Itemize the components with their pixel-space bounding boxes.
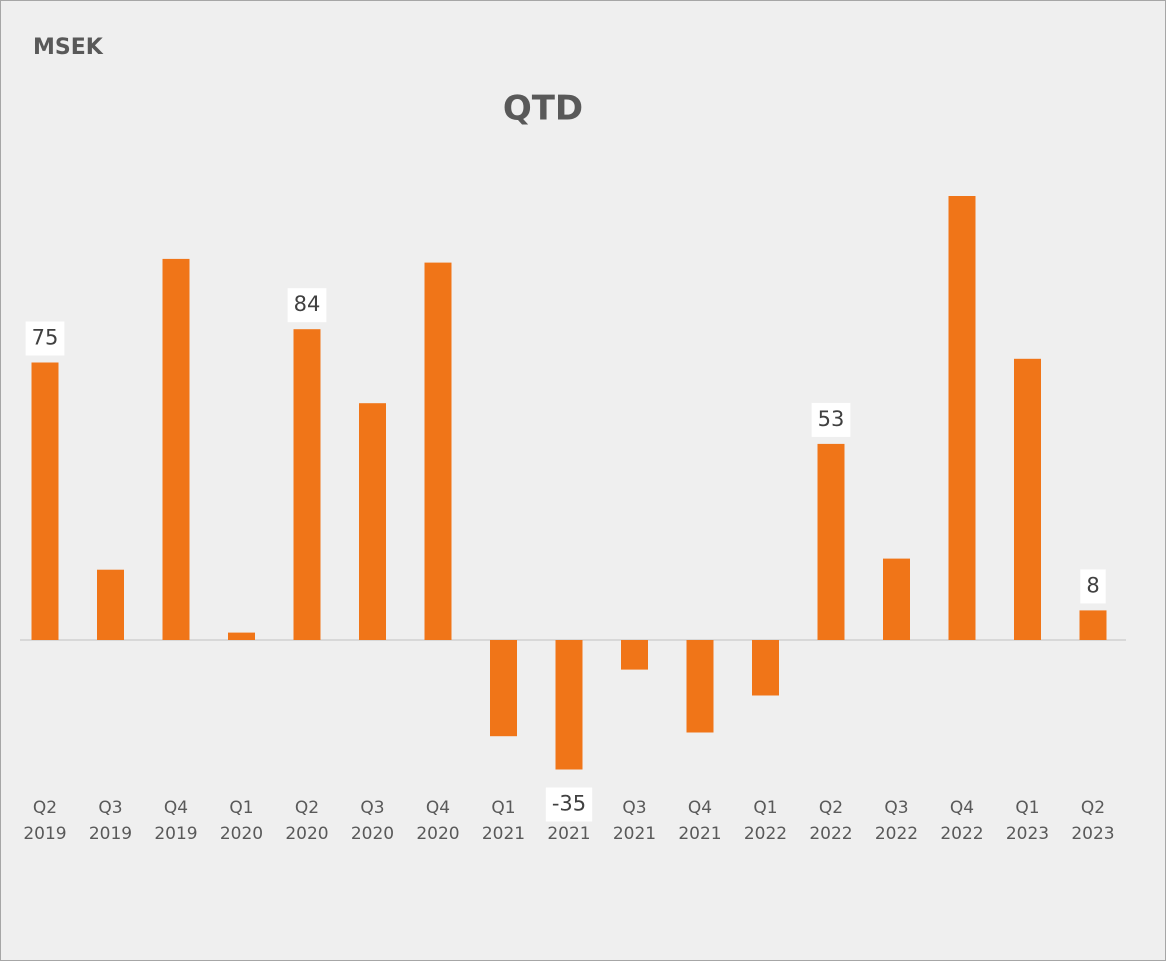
x-tick-label: Q4 [426,798,450,818]
x-tick-label: Q4 [688,798,712,818]
bar [162,258,190,640]
bar [555,640,583,770]
bar [31,362,59,640]
x-tick-label: 2022 [875,824,918,844]
value-label: 84 [294,292,321,316]
x-tick-label: Q4 [950,798,974,818]
x-tick-label: 2019 [23,824,66,844]
x-tick-label: 2019 [154,824,197,844]
bar [686,640,714,733]
x-tick-label: Q3 [622,798,646,818]
x-tick-label: 2020 [416,824,459,844]
unit-label: MSEK [33,35,104,60]
x-tick-label: 2021 [482,824,525,844]
x-tick-label: Q3 [360,798,384,818]
bar [883,558,910,640]
chart-title: QTD [503,89,583,129]
bar [621,640,648,670]
value-label: -35 [552,792,586,816]
x-tick-label: Q1 [753,798,777,818]
x-tick-label: Q2 [295,798,319,818]
bar [490,640,517,737]
x-tick-label: 2023 [1071,824,1114,844]
value-label-box [811,402,851,437]
bar [817,443,845,640]
x-tick-label: 2022 [809,824,852,844]
bar [424,262,452,640]
x-tick-label: 2020 [285,824,328,844]
x-tick-label: 2019 [89,824,132,844]
value-label-box [545,787,593,822]
x-tick-label: 2021 [547,824,590,844]
bar [752,640,779,696]
x-tick-label: 2021 [678,824,721,844]
bar [359,403,386,640]
value-label: 75 [32,326,59,350]
x-tick-label: Q4 [164,798,188,818]
bar [948,196,976,640]
x-tick-label: 2023 [1006,824,1049,844]
x-tick-label: 2022 [744,824,787,844]
value-label-box [1080,569,1106,604]
value-label: 8 [1086,573,1099,597]
x-tick-label: 2020 [351,824,394,844]
bar [293,329,321,640]
x-tick-label: Q2 [819,798,843,818]
value-label-box [287,288,327,323]
x-tick-label: Q2 [33,798,57,818]
x-tick-label: 2020 [220,824,263,844]
bar [1014,358,1041,640]
value-label-box [25,321,65,356]
x-tick-label: Q3 [98,798,122,818]
x-tick-label: Q1 [229,798,253,818]
x-tick-label: 2021 [613,824,656,844]
x-tick-label: Q2 [1081,798,1105,818]
x-tick-label: Q1 [491,798,515,818]
bar [228,632,255,640]
x-tick-label: Q1 [1015,798,1039,818]
bar [1079,610,1107,640]
x-tick-label: Q3 [884,798,908,818]
bar [97,569,124,640]
x-tick-label: 2022 [940,824,983,844]
value-label: 53 [818,407,845,431]
